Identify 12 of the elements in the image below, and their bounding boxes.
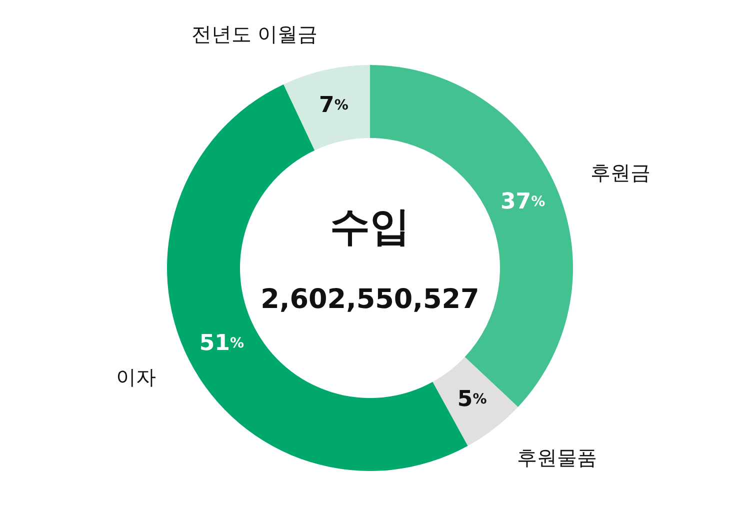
text: 2,602,550,527: [260, 284, 480, 315]
donut-slice: [432, 356, 518, 446]
data-label: 37%: [500, 189, 546, 214]
data-label: 5%: [457, 387, 487, 412]
slice-label: 전년도 이월금: [191, 22, 318, 46]
donut-slice: [284, 65, 370, 150]
data-label: 51%: [199, 331, 244, 356]
slice-label: 이자: [116, 364, 156, 389]
slice-label: 후원금: [590, 160, 650, 185]
text: 수입: [330, 204, 410, 250]
data-label: 7%: [319, 93, 348, 118]
slice-label: 후원물품: [517, 446, 598, 470]
